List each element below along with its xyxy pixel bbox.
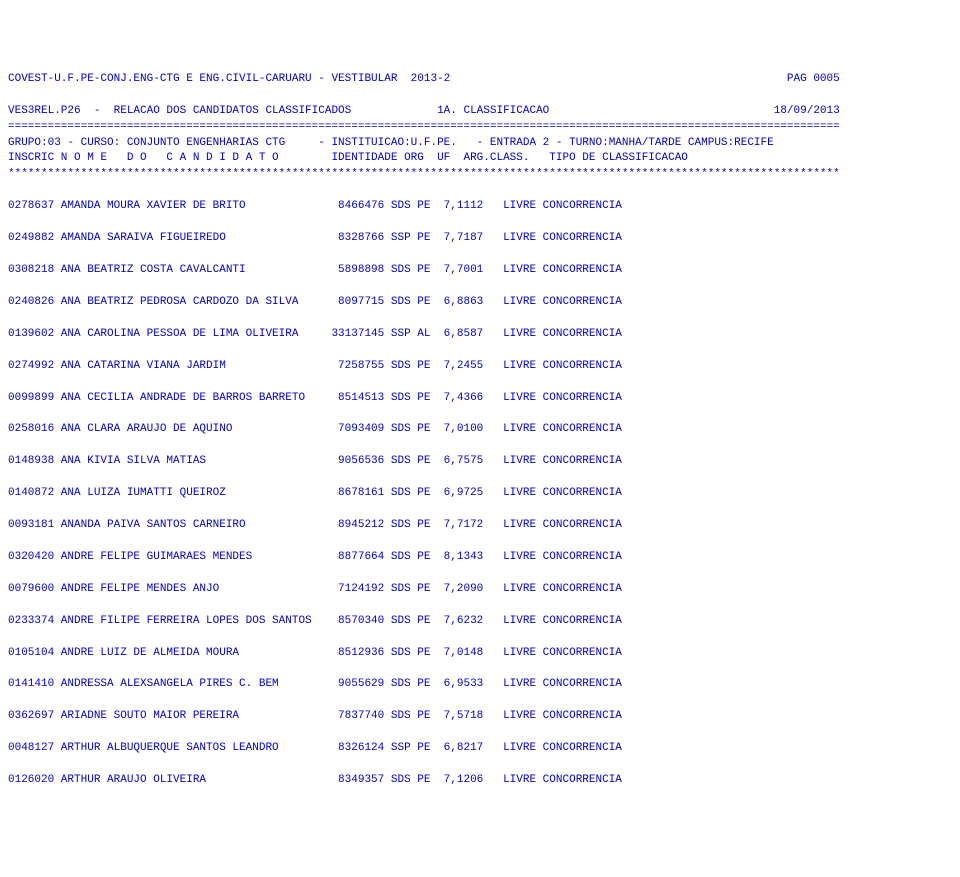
report-document: COVEST-U.F.PE-CONJ.ENG-CTG E ENG.CIVIL-C… [8,72,952,789]
